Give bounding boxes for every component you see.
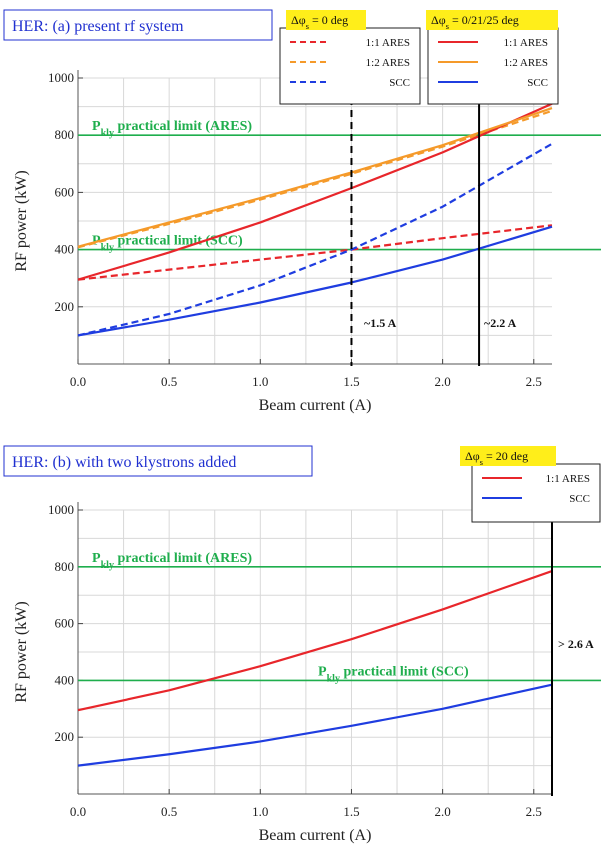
x-tick-label: 1.5: [343, 804, 359, 819]
legend-header-badge: [426, 10, 558, 30]
series-line: [77, 109, 553, 249]
limit-label-part: practical limit (SCC): [340, 664, 469, 679]
x-tick-label: 2.5: [526, 374, 542, 389]
panel-title-box: [3, 445, 313, 477]
panel-title: HER: (b) with two klystrons added: [12, 454, 236, 471]
x-tick-label: 0.0: [70, 374, 86, 389]
legend-entry-label: 1:2 ARES: [504, 57, 548, 69]
y-tick-label: 200: [55, 299, 75, 314]
panel-title-box: [3, 9, 273, 41]
series-line: [77, 683, 553, 767]
legend-entry-label: 1:2 ARES: [366, 57, 410, 69]
x-tick-label: 2.5: [526, 804, 542, 819]
x-tick-label: 0.5: [161, 804, 177, 819]
legend-entry-label: 1:1 ARES: [546, 473, 590, 485]
legend-header-part: = 20 deg: [483, 449, 528, 463]
legend-entry-label: 1:1 ARES: [366, 37, 410, 49]
current-marker-label: ~2.2 A: [484, 316, 517, 330]
y-tick-label: 400: [55, 242, 75, 257]
limit-label-sub: kly: [101, 128, 114, 139]
limit-label-sub: kly: [101, 242, 114, 253]
y-tick-label: 600: [55, 184, 75, 199]
current-marker-label: > 2.6 A: [558, 637, 594, 651]
limit-label-part: P: [318, 664, 327, 679]
legend-header-part: = 0/21/25 deg: [449, 13, 519, 27]
series-line: [77, 102, 553, 281]
legend-header-part: Δφ: [291, 13, 306, 27]
legend-entry-label: SCC: [389, 77, 410, 89]
y-axis-label: RF power (kW): [13, 601, 30, 702]
legend-box: [427, 27, 559, 105]
y-tick-label: 600: [55, 616, 75, 631]
x-tick-label: 0.0: [70, 804, 86, 819]
legend-header-badge: [286, 10, 366, 30]
y-axis-label: RF power (kW): [13, 170, 30, 271]
y-tick-label: 800: [55, 559, 75, 574]
chart-panel-a: 0.0 0.5 1.0 1.5 2.0 2.5 200 400 600 800 1000 Beam c…: [3, 9, 601, 414]
limit-label: Pkly practical limit (ARES): [92, 119, 252, 139]
legend-header-part: Δφ: [465, 449, 480, 463]
legend-header-part: = 0 deg: [309, 13, 348, 27]
legend-header: Δφs = 20 deg: [465, 449, 528, 467]
y-tick-label: 1000: [48, 70, 74, 85]
legend-header-part: Δφ: [431, 13, 446, 27]
legend-header-sub: s: [446, 21, 450, 31]
series-line: [77, 106, 553, 248]
limit-label-part: practical limit (SCC): [114, 234, 243, 249]
legend-entry-label: SCC: [527, 77, 548, 89]
limit-label: Pkly practical limit (SCC): [318, 664, 469, 684]
x-tick-label: 1.0: [252, 804, 268, 819]
panel-title: HER: (a) present rf system: [12, 18, 184, 35]
series-line: [77, 225, 553, 337]
y-tick-label: 800: [55, 127, 75, 142]
limit-label-sub: kly: [101, 559, 114, 570]
limit-label-part: P: [92, 551, 101, 566]
legend-box: [279, 27, 421, 105]
legend-header-sub: s: [480, 457, 484, 467]
series-line: [77, 224, 553, 281]
x-tick-label: 2.0: [434, 804, 450, 819]
limit-label: Pkly practical limit (ARES): [92, 551, 252, 571]
y-tick-label: 1000: [48, 502, 74, 517]
legend-header-badge: [460, 446, 556, 466]
limit-label-part: practical limit (ARES): [114, 119, 252, 134]
x-tick-label: 1.0: [252, 374, 268, 389]
legend-header: Δφs = 0 deg: [291, 13, 348, 31]
limit-label-part: practical limit (ARES): [114, 551, 252, 566]
x-axis-label: Beam current (A): [259, 827, 372, 844]
limit-label-sub: kly: [327, 673, 340, 684]
chart-panel-b: 0.0 0.5 1.0 1.5 2.0 2.5 200 400 600 800 1000 Beam c…: [3, 445, 601, 844]
legend-entry-label: 1:1 ARES: [504, 37, 548, 49]
current-marker-label: ~1.5 A: [364, 316, 397, 330]
y-tick-label: 200: [55, 729, 75, 744]
x-axis-label: Beam current (A): [259, 397, 372, 414]
x-tick-label: 0.5: [161, 374, 177, 389]
y-tick-label: 400: [55, 672, 75, 687]
x-tick-label: 1.5: [343, 374, 359, 389]
legend-header-sub: s: [306, 21, 310, 31]
x-tick-label: 2.0: [434, 374, 450, 389]
legend-box: [471, 463, 601, 523]
series-line: [77, 142, 553, 337]
series-line: [77, 570, 553, 712]
legend-header: Δφs = 0/21/25 deg: [431, 13, 519, 31]
legend-entry-label: SCC: [569, 493, 590, 505]
limit-label-part: P: [92, 119, 101, 134]
